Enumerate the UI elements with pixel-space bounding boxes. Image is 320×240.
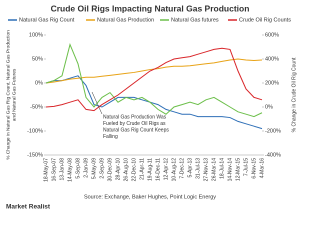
x-tick-label: 7-Jul-15	[243, 158, 249, 176]
y2-tick-label: 600%	[265, 32, 279, 38]
legend-label: Crude Oil Rig Counts	[239, 17, 291, 23]
chart: Crude Oil Rigs Impacting Natural Gas Pro…	[5, 3, 297, 211]
x-tick-label: 26-Aug-10	[123, 158, 129, 182]
annotation: Fueled by Crude Oil Rigs as	[103, 121, 166, 127]
chart-title: Crude Oil Rigs Impacting Natural Gas Pro…	[51, 3, 250, 13]
x-tick-label: 5-Apr-13	[187, 158, 193, 178]
y2-tick-label: 200%	[265, 80, 279, 86]
y-tick-label: -150%	[27, 152, 43, 158]
series-line	[45, 58, 263, 84]
source: Source: Exchange, Baker Hughes, Point Lo…	[84, 194, 216, 200]
x-tick-label: 18-May-07	[43, 158, 49, 182]
x-tick-label: 26-Mar-14	[211, 158, 217, 181]
x-tick-label: 5-May-09	[91, 158, 97, 179]
legend-label: Natural Gas Rig Count	[19, 17, 75, 23]
x-tick-label: 14-Nov-14	[227, 158, 233, 182]
x-tick-label: 13-Jan-08	[59, 158, 65, 181]
y-tick-label: -100%	[27, 128, 43, 134]
y2-tick-label: -200%	[265, 128, 281, 134]
legend-label: Natural Gas futures	[171, 17, 219, 23]
series-line	[45, 47, 263, 112]
x-tick-label: 28-Apr-10	[115, 158, 121, 180]
x-tick-label: 7-Dec-12	[179, 158, 185, 179]
x-tick-label: 2-Sep-09	[99, 158, 105, 179]
y2-axis-title: % Change in Crude Oil Rig Count	[291, 57, 297, 132]
legend-label: Natural Gas Production	[97, 17, 154, 23]
x-tick-label: 16-Dec-11	[155, 158, 161, 181]
y-tick-label: 50%	[32, 56, 43, 62]
x-tick-label: 6-Nov-15	[251, 158, 257, 179]
legend: Natural Gas Rig Count Natural Gas Product…	[8, 17, 291, 23]
x-tick-label: 12-Mar-15	[235, 158, 241, 181]
x-tick-label: 22-Dec-10	[131, 158, 137, 182]
y2-tick-label: 400%	[265, 56, 279, 62]
series-line	[45, 43, 263, 118]
x-tick-label: 27-Nov-13	[203, 158, 209, 182]
x-tick-label: 18-Jul-14	[219, 158, 225, 179]
x-tick-label: 12-Apr-12	[163, 158, 169, 180]
y-axis-title: % Change in Natural Gas Rig Count, Natur…	[5, 30, 11, 160]
x-tick-label: 4-Mar-16	[259, 158, 265, 179]
x-tick-label: 16-Sep-07	[51, 158, 57, 182]
x-tick-label: 10-Aug-12	[171, 158, 177, 182]
y2-tick-label: -400%	[265, 152, 281, 158]
annotation: Natural Gas Rig Count Keeps	[103, 127, 169, 133]
y-tick-label: 100%	[29, 32, 43, 38]
y2-tick-label: 0%	[265, 104, 273, 110]
annotation-arrow	[91, 91, 103, 115]
x-tick-label: 14-May-08	[67, 158, 73, 182]
brand: Market Realist	[6, 204, 51, 211]
y-axis-title: and Natural Gas Futures	[11, 68, 17, 121]
annotation: Natural Gas Production Was	[103, 114, 167, 120]
annotation: Falling	[103, 134, 118, 140]
x-tick-label: 2-Jan-09	[83, 158, 89, 178]
y-tick-label: 0%	[35, 80, 43, 86]
x-tick-label: 30-Dec-09	[107, 158, 113, 182]
x-tick-label: 21-Apr-11	[139, 158, 145, 180]
x-tick-label: 5-Sep-08	[75, 158, 81, 179]
x-tick-label: 19-Aug-11	[147, 158, 153, 181]
y-tick-label: -50%	[30, 104, 43, 110]
x-tick-label: 31-Jul-13	[195, 158, 201, 179]
